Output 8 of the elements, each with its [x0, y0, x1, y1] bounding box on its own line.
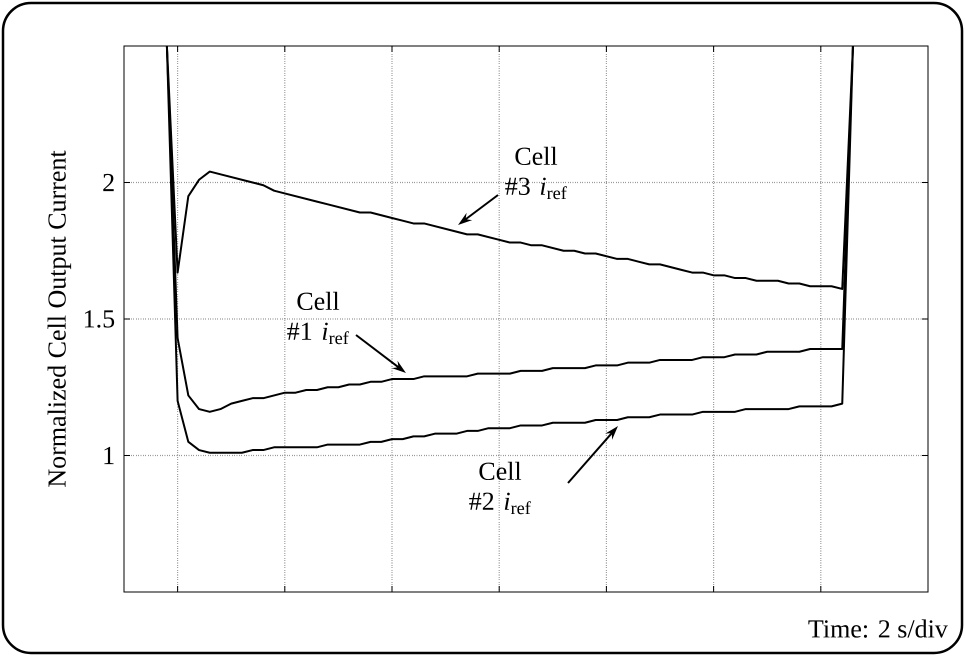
text: Time: 2 s/div	[808, 619, 948, 638]
annotation: Cell #3 i$_{ref}$	[505, 146, 567, 200]
y-axis-title: Normalized Cell Output Current	[48, 150, 72, 487]
annotation: Cell #2 i$_{ref}$	[469, 462, 531, 514]
y-tick-label: 2	[103, 174, 114, 192]
annotation: Cell #1 i$_{ref}$	[287, 292, 349, 344]
y-tick-label: 1.5	[84, 310, 114, 328]
y-tick-label: 1	[104, 446, 114, 464]
